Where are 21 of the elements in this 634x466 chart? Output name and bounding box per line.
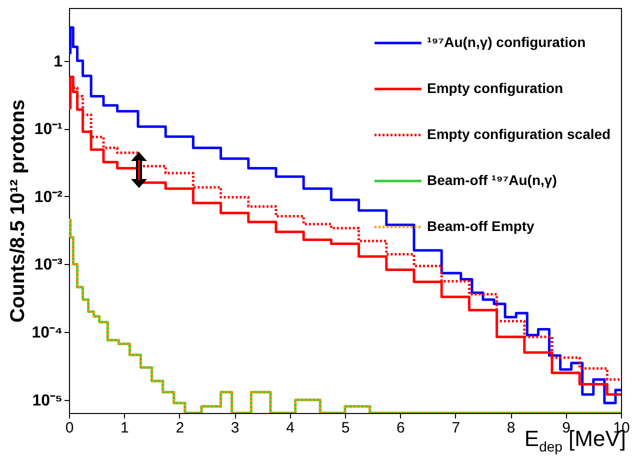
x-tick-label: 7: [452, 420, 460, 436]
x-tick-label: 4: [286, 420, 294, 436]
x-tick-label: 0: [65, 420, 74, 436]
x-tick-label: 2: [176, 420, 184, 436]
y-tick-label: 10⁻²: [34, 188, 62, 206]
legend-label: Empty configuration: [427, 80, 564, 96]
y-axis-title: Counts/8.5 10¹² protons: [6, 99, 29, 323]
x-tick-label: 1: [120, 420, 129, 436]
y-tick-label: 10⁻¹: [34, 121, 62, 138]
legend-label: Beam-off Empty: [427, 218, 535, 234]
legend-label: Empty configuration scaled: [427, 126, 611, 142]
y-tick-label: 10⁻⁵: [32, 392, 62, 410]
legend-label: ¹⁹⁷Au(n,γ) configuration: [427, 34, 586, 50]
y-tick-label: 1: [54, 53, 63, 70]
x-tick-label: 5: [341, 420, 350, 436]
y-tick-label: 10⁻³: [34, 256, 62, 274]
legend-label: Beam-off ¹⁹⁷Au(n,γ): [427, 172, 557, 188]
y-tick-label: 10⁻⁴: [32, 324, 63, 342]
x-tick-label: 3: [230, 420, 240, 436]
x-tick-label: 6: [396, 420, 405, 436]
x-tick-label: 8: [506, 420, 516, 436]
